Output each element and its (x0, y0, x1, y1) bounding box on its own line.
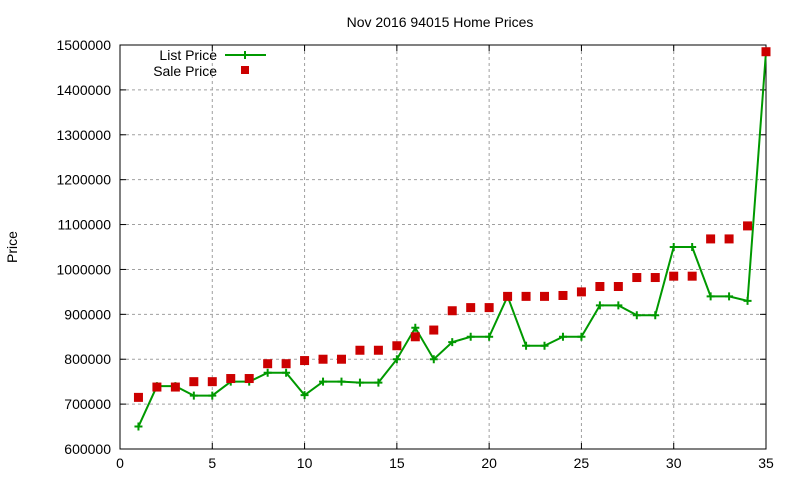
data-point-square (355, 345, 365, 355)
y-tick-label: 800000 (64, 351, 111, 367)
y-tick-label: 1100000 (58, 217, 112, 233)
data-point-plus (485, 332, 494, 341)
data-point-plus (282, 368, 291, 377)
data-point-square (540, 291, 550, 301)
data-point-plus (706, 292, 715, 301)
x-tick-label: 30 (666, 455, 682, 471)
data-point-plus (355, 378, 364, 387)
data-point-plus (688, 243, 697, 251)
data-point-square (447, 306, 457, 316)
data-point-square (133, 392, 143, 402)
data-point-square (724, 234, 734, 244)
data-point-square (761, 47, 771, 57)
data-point-square (558, 290, 568, 300)
data-point-plus (614, 301, 623, 310)
data-point-plus (595, 301, 604, 310)
data-point-square (632, 273, 642, 283)
data-point-plus (134, 422, 143, 431)
x-tick-label: 20 (481, 455, 497, 471)
y-tick-label: 1300000 (56, 127, 111, 143)
data-point-square (207, 377, 217, 387)
data-point-square (706, 234, 716, 244)
y-tick-label: 600000 (64, 441, 111, 457)
data-point-square (244, 374, 254, 384)
y-axis-label: Price (4, 231, 20, 263)
data-series (133, 47, 771, 431)
data-point-plus (429, 355, 438, 364)
data-point-plus (374, 378, 383, 387)
data-point-square (152, 382, 162, 392)
data-point-square (170, 382, 180, 392)
data-point-square (576, 287, 586, 297)
legend-label: List Price (159, 47, 217, 63)
data-point-square (595, 282, 605, 292)
data-point-square (410, 332, 420, 342)
data-point-plus (540, 341, 549, 350)
data-point-plus (743, 296, 752, 305)
data-point-plus (337, 377, 346, 386)
data-point-square (669, 271, 679, 281)
legend-label: Sale Price (153, 63, 217, 79)
data-point-square (743, 221, 753, 231)
legend-square-icon (241, 66, 249, 74)
data-point-plus (263, 368, 272, 377)
data-point-square (373, 345, 383, 355)
x-tick-label: 15 (389, 455, 405, 471)
data-point-plus (189, 391, 198, 400)
data-point-square (613, 282, 623, 292)
data-point-square (687, 271, 697, 281)
data-point-square (318, 354, 328, 364)
data-point-plus (725, 292, 734, 301)
data-point-square (484, 303, 494, 313)
y-tick-label: 1000000 (56, 261, 111, 277)
data-point-plus (632, 311, 641, 320)
data-point-plus (300, 391, 309, 400)
data-point-plus (522, 341, 531, 350)
data-point-square (263, 359, 273, 369)
series-line (137, 51, 767, 427)
data-point-square (189, 377, 199, 387)
data-point-square (503, 291, 513, 301)
tick-labels: 600000 700000 800000 900000 1000000 1100000 12… (56, 37, 774, 471)
data-point-plus (392, 355, 401, 364)
axes (119, 44, 767, 450)
data-point-plus (651, 311, 660, 320)
data-point-square (650, 273, 660, 283)
x-tick-label: 5 (208, 455, 216, 471)
data-point-square (336, 354, 346, 364)
legend-plus-icon (241, 51, 249, 59)
data-point-plus (411, 323, 420, 332)
grid-lines (120, 45, 766, 449)
data-point-square (466, 303, 476, 313)
y-tick-label: 900000 (64, 306, 111, 322)
y-tick-label: 1200000 (56, 172, 111, 188)
data-point-square (429, 325, 439, 335)
y-tick-label: 700000 (64, 396, 111, 412)
y-tick-label: 1400000 (56, 82, 111, 98)
data-point-square (281, 359, 291, 369)
series-sale-price (133, 47, 771, 402)
x-tick-label: 35 (758, 455, 774, 471)
y-tick-label: 1500000 (56, 37, 111, 53)
plot-border (119, 44, 767, 450)
data-point-plus (319, 377, 328, 386)
data-point-square (392, 341, 402, 351)
data-point-plus (208, 391, 217, 400)
data-point-square (521, 291, 531, 301)
x-tick-label: 25 (574, 455, 590, 471)
data-point-plus (577, 332, 586, 341)
data-point-plus (558, 332, 567, 341)
data-point-square (300, 356, 310, 366)
x-tick-label: 10 (297, 455, 313, 471)
data-point-plus (448, 338, 457, 347)
data-point-square (226, 374, 236, 384)
x-tick-label: 0 (116, 455, 124, 471)
series-list-price (134, 47, 770, 431)
data-point-plus (669, 243, 678, 251)
data-point-plus (466, 332, 475, 341)
chart-title: Nov 2016 94015 Home Prices (347, 14, 534, 30)
